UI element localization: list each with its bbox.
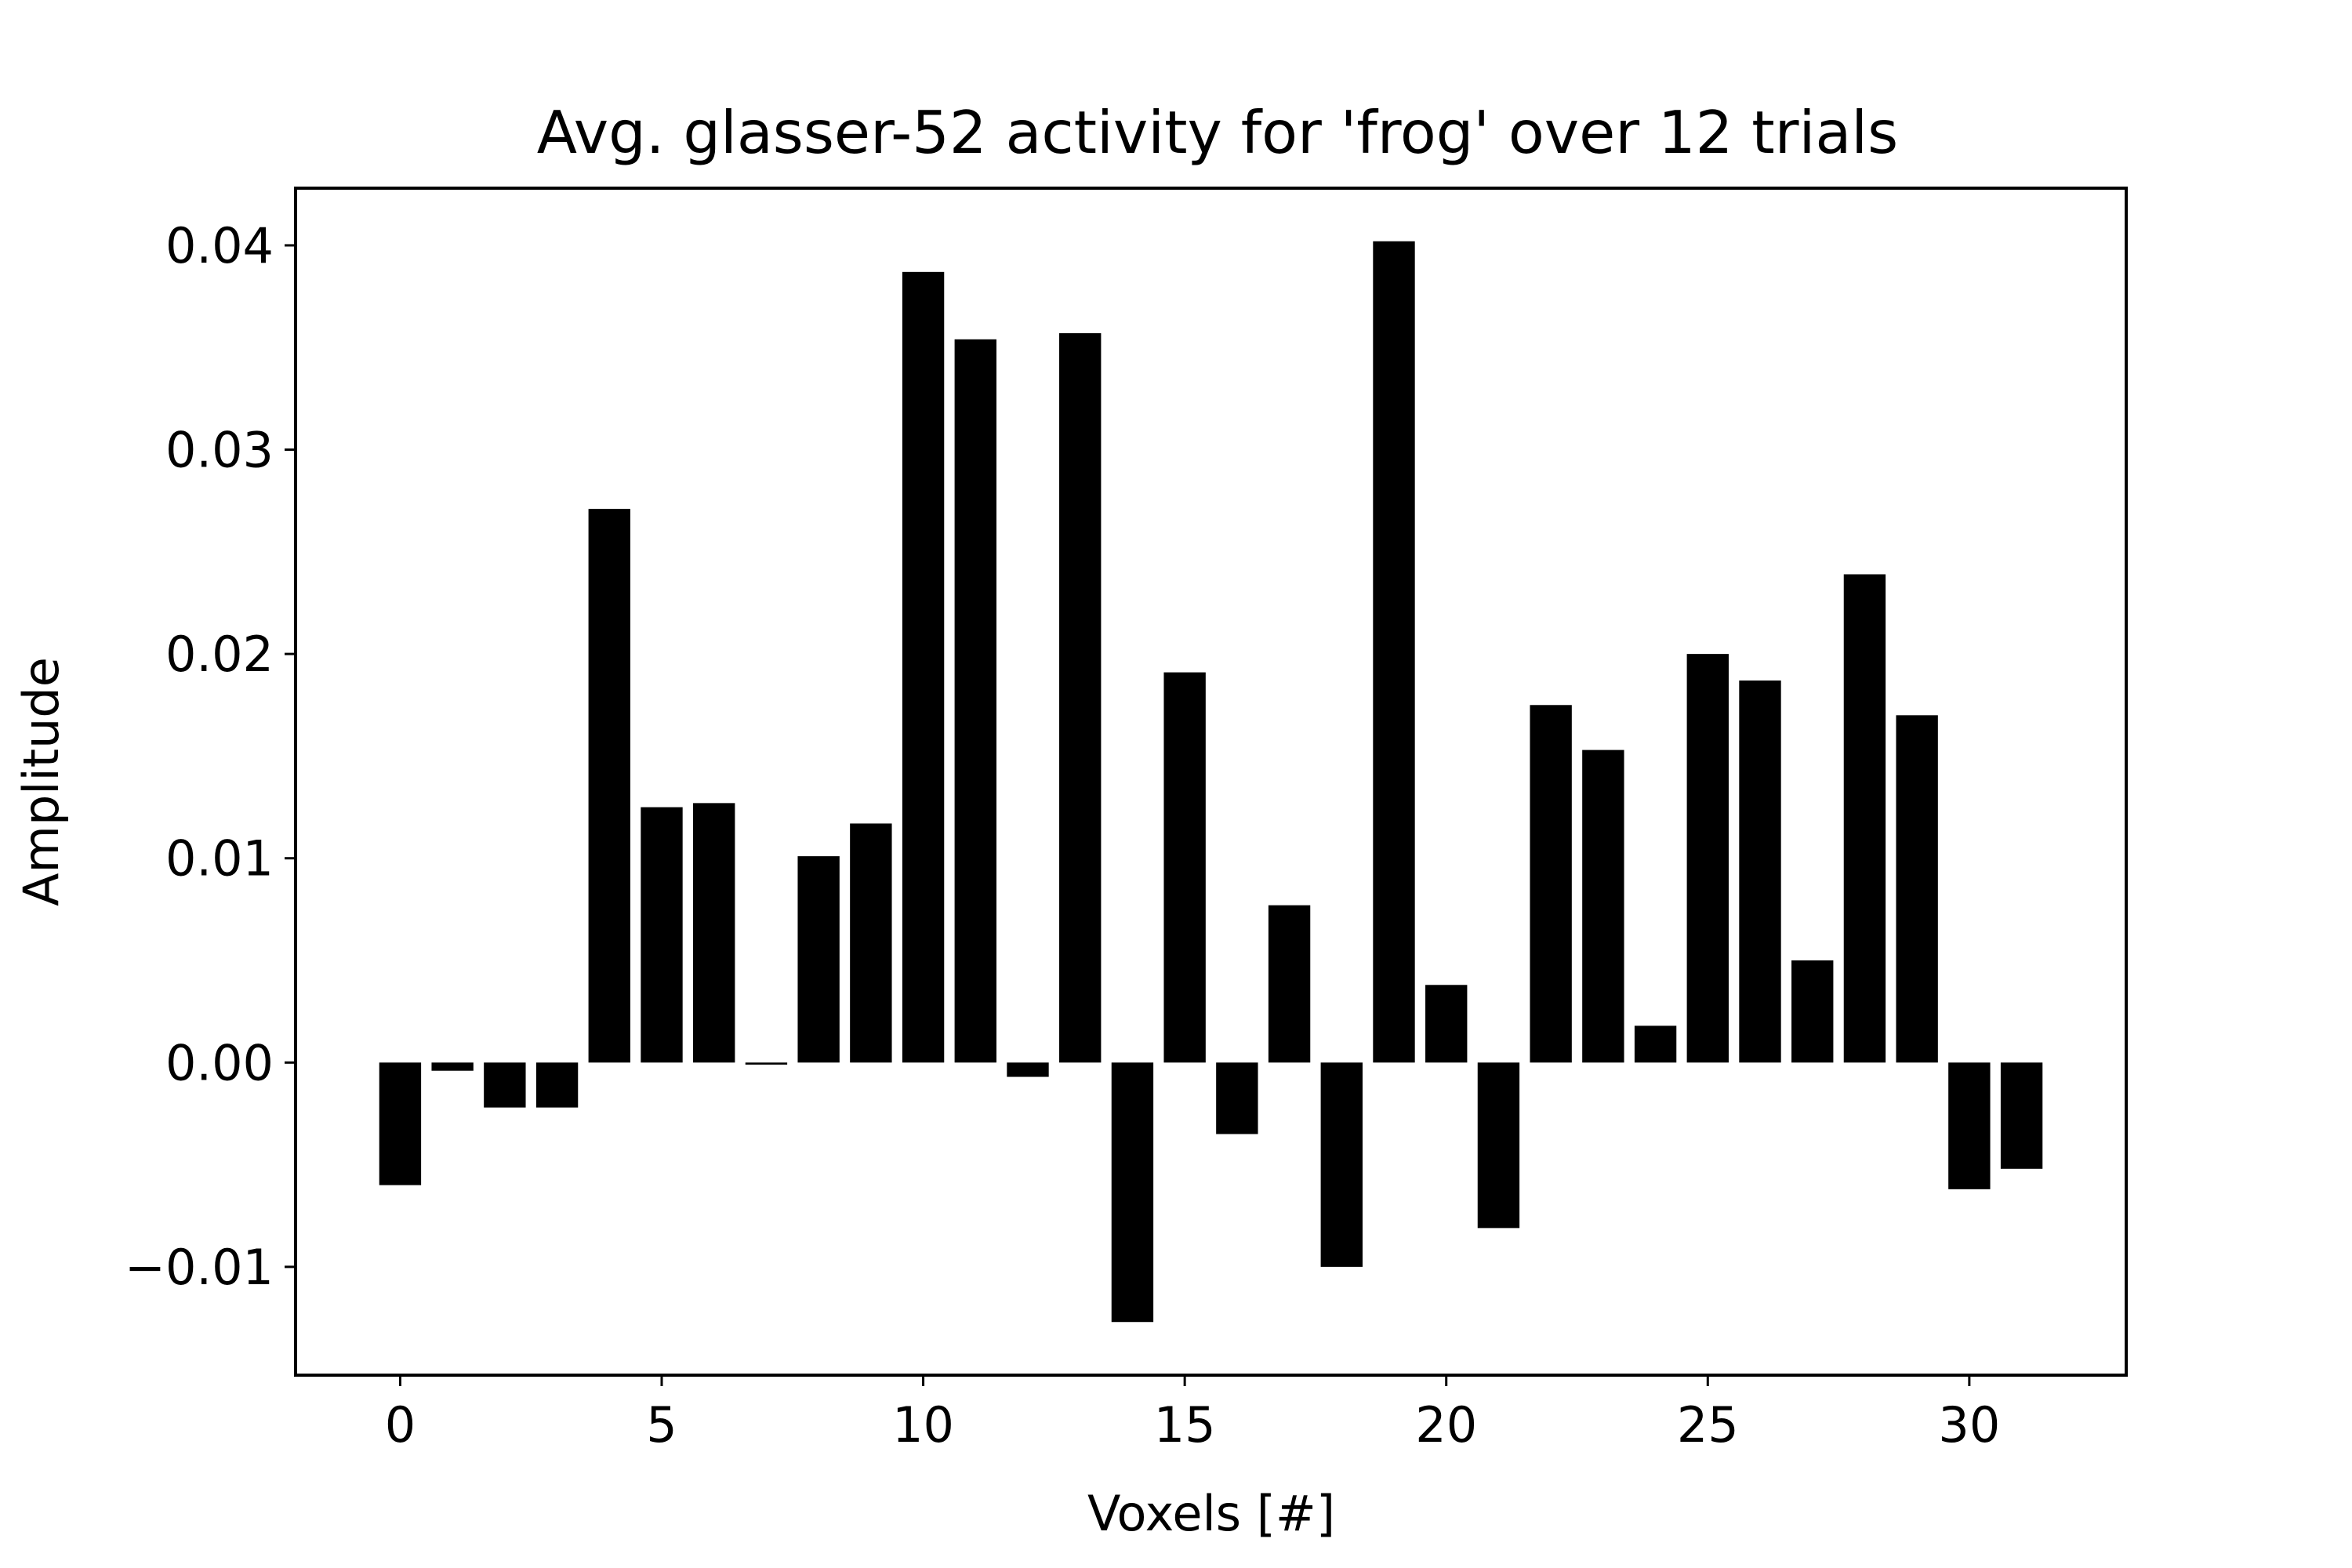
bar-voxel-2: [484, 1062, 526, 1108]
bar-voxel-6: [693, 803, 735, 1063]
bar-voxel-11: [954, 339, 996, 1063]
x-tick-label: 15: [1154, 1396, 1216, 1454]
bar-voxel-31: [2000, 1062, 2043, 1169]
bar-voxel-10: [902, 271, 945, 1063]
bar-voxel-29: [1896, 715, 1938, 1063]
axes-frame: [294, 187, 2128, 1377]
y-tick-label: −0.01: [125, 1239, 274, 1296]
bars-group: [379, 241, 2043, 1323]
x-tick-label: 10: [892, 1396, 954, 1454]
bar-voxel-16: [1216, 1062, 1258, 1134]
bar-voxel-22: [1530, 705, 1572, 1063]
x-axis-label: Voxels [#]: [1087, 1485, 1335, 1542]
bar-voxel-18: [1320, 1062, 1363, 1267]
bar-voxel-13: [1059, 333, 1102, 1063]
x-tick-label: 0: [385, 1396, 416, 1454]
bar-voxel-24: [1634, 1025, 1677, 1063]
bar-voxel-0: [379, 1062, 422, 1185]
bar-voxel-7: [745, 1062, 788, 1065]
bar-voxel-3: [535, 1062, 579, 1108]
bar-voxel-9: [850, 823, 892, 1063]
bar-voxel-20: [1425, 985, 1468, 1063]
bar-voxel-25: [1686, 654, 1729, 1063]
bar-voxel-14: [1111, 1062, 1154, 1323]
bar-voxel-27: [1791, 960, 1834, 1063]
bar-voxel-28: [1843, 574, 1886, 1063]
y-tick-label: 0.04: [165, 217, 274, 274]
bar-voxel-21: [1477, 1062, 1520, 1229]
x-tick-label: 30: [1938, 1396, 2000, 1454]
plot-area: 0 5 10 15 20 25 30 −0.01 0.00 0.01 0.02 0.03 0.04: [125, 187, 2128, 1454]
bar-voxel-4: [588, 509, 630, 1063]
bar-voxel-23: [1582, 750, 1624, 1063]
y-axis-ticks: −0.01 0.00 0.01 0.02 0.03 0.04: [125, 217, 296, 1296]
chart-title: Avg. glasser-52 activity for 'frog' over…: [537, 98, 1898, 167]
x-tick-label: 20: [1415, 1396, 1477, 1454]
bar-voxel-17: [1268, 905, 1311, 1063]
bar-voxel-5: [641, 807, 683, 1063]
bar-voxel-30: [1948, 1062, 1991, 1189]
y-tick-label: 0.02: [165, 626, 274, 683]
y-axis-label: Amplitude: [13, 657, 70, 906]
bar-voxel-8: [797, 856, 840, 1063]
bar-voxel-12: [1007, 1062, 1049, 1077]
bar-voxel-15: [1163, 672, 1206, 1063]
y-tick-label: 0.00: [165, 1034, 274, 1091]
x-axis-ticks: 0 5 10 15 20 25 30: [385, 1375, 2000, 1454]
x-tick-label: 25: [1677, 1396, 1739, 1454]
bar-voxel-1: [431, 1062, 474, 1071]
bar-voxel-19: [1373, 241, 1415, 1063]
bar-voxel-26: [1739, 681, 1781, 1063]
x-tick-label: 5: [646, 1396, 677, 1454]
y-tick-label: 0.01: [165, 830, 274, 887]
y-tick-label: 0.03: [165, 422, 274, 479]
